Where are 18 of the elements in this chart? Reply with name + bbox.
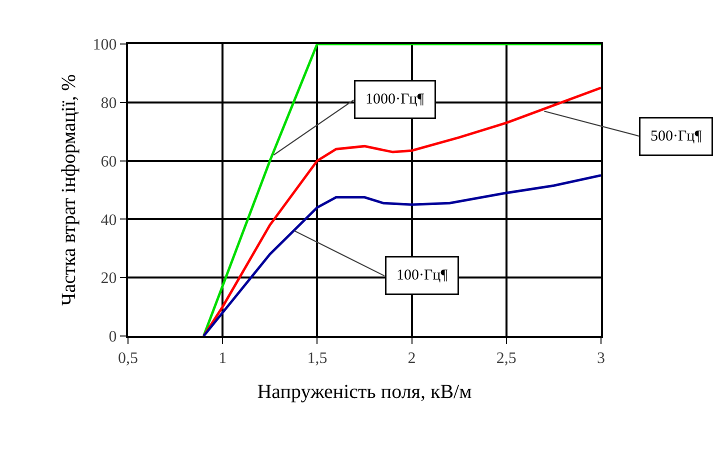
line-series xyxy=(202,174,601,336)
x-tick-label: 1,5 xyxy=(307,350,328,368)
y-tick-label: 100 xyxy=(92,36,117,54)
x-tick-label: 2 xyxy=(408,350,416,368)
annotation: 100·Гц¶ xyxy=(396,268,448,284)
x-tick-label: 0,5 xyxy=(118,350,138,368)
annotation: 1000·Гц¶ xyxy=(366,92,424,108)
y-axis-title: Частка втрат інформації, % xyxy=(58,74,80,306)
x-tick-label: 2,5 xyxy=(496,350,516,368)
y-tick-label: 40 xyxy=(100,212,117,229)
annotation: 500·Гц¶ xyxy=(650,128,702,144)
x-tick-label: 1 xyxy=(218,350,227,368)
y-tick-label: 20 xyxy=(100,270,117,288)
y-tick-label: 60 xyxy=(100,153,117,170)
y-tick-label: 80 xyxy=(100,95,117,112)
y-tick-label: 0 xyxy=(108,328,117,346)
x-axis-title: Напруженість поля, кВ/м xyxy=(257,381,472,404)
x-tick-label: 3 xyxy=(597,350,605,368)
